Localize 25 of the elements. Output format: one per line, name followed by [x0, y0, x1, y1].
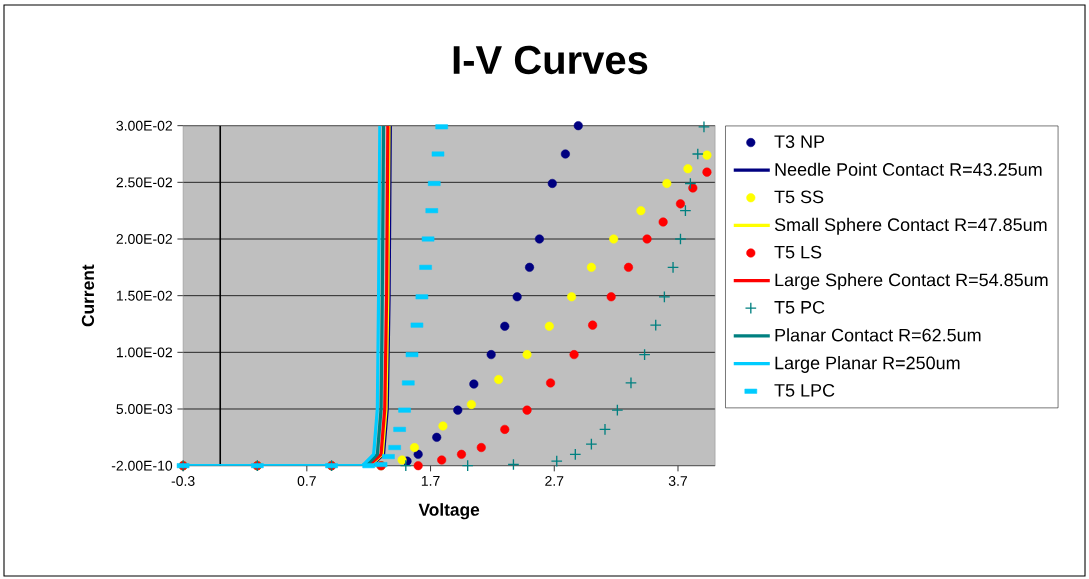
y-tick-label: 1.50E-02	[116, 290, 172, 301]
y-tick-label: 2.00E-02	[116, 234, 172, 244]
y-tick-label: 5.00E-03	[116, 404, 173, 414]
y-tick-label: 1.00E-02	[116, 347, 172, 358]
x-tick-label: 0.7	[297, 476, 316, 486]
x-tick-label: -0.3	[171, 476, 195, 486]
legend-label: Large Planar R=250um	[775, 356, 960, 373]
y-tick-label: -2.00E-10	[111, 460, 173, 471]
y-axis-title: Current	[81, 264, 95, 327]
legend-label: T5 LPC	[774, 383, 835, 397]
chart-title: I-V Curves	[453, 45, 648, 75]
legend-label: Small Sphere Contact R=47.85um	[774, 217, 1047, 235]
x-axis-title: Voltage	[418, 503, 480, 520]
legend-label: T5 PC	[774, 300, 825, 314]
legend-label: T3 NP	[774, 135, 825, 149]
y-tick-label: 2.50E-02	[116, 177, 172, 188]
x-tick-label: 3.7	[668, 476, 688, 486]
y-tick-label: 3.00E-02	[116, 120, 172, 131]
x-tick-label: 2.7	[545, 476, 564, 486]
legend-label: T5 LS	[774, 245, 822, 259]
legend-label: T5 SS	[774, 190, 824, 204]
x-tick-label: 1.7	[421, 476, 440, 486]
legend-label: Large Sphere Contact R=54.85um	[775, 273, 1048, 290]
legend-label: Planar Contact R=62.5um	[775, 328, 981, 342]
legend-label: Needle Point Contact R=43.25um	[775, 162, 1042, 176]
